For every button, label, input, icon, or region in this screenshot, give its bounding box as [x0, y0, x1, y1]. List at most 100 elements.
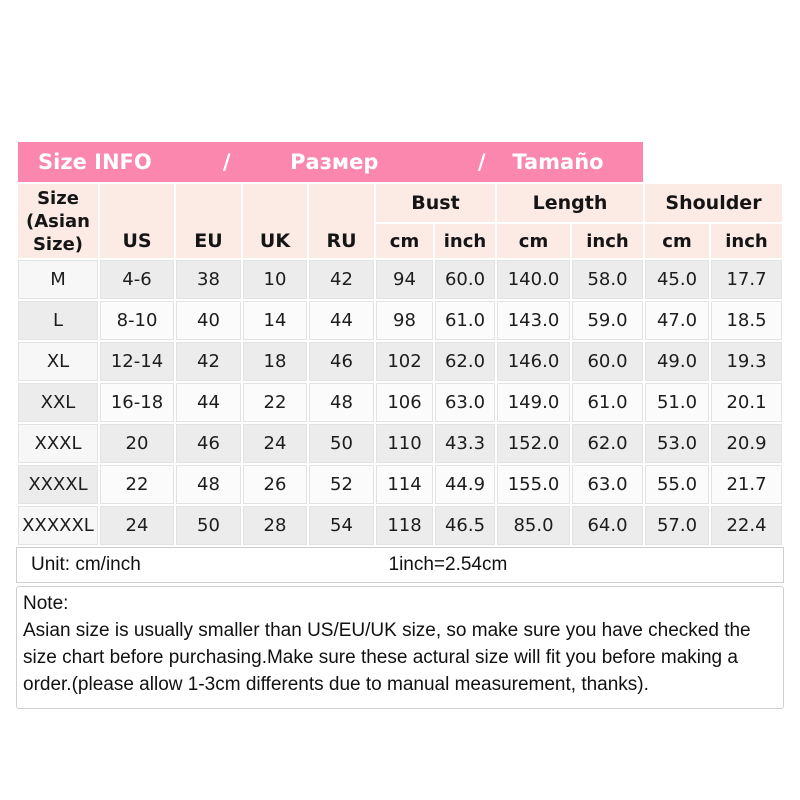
banner-row: Size INFO / Размер / Tamaño	[18, 142, 782, 182]
value-cell: 46	[309, 342, 374, 381]
note-body: Asian size is usually smaller than US/EU…	[23, 620, 751, 695]
col-header-us: US	[100, 184, 174, 258]
value-cell: 114	[376, 465, 433, 504]
value-cell: 48	[176, 465, 241, 504]
value-cell: 61.0	[572, 383, 643, 422]
value-cell: 40	[176, 301, 241, 340]
value-cell: 44	[176, 383, 241, 422]
value-cell: 50	[176, 506, 241, 545]
unit-label: Unit: cm/inch	[31, 554, 141, 575]
value-cell: 4-6	[100, 260, 174, 299]
col-group-shoulder: Shoulder	[645, 184, 782, 222]
value-cell: 10	[243, 260, 307, 299]
value-cell: 44	[309, 301, 374, 340]
value-cell: 26	[243, 465, 307, 504]
value-cell: 24	[100, 506, 174, 545]
value-cell: 110	[376, 424, 433, 463]
value-cell: 57.0	[645, 506, 709, 545]
size-cell: XL	[18, 342, 98, 381]
table-row: XL 12-14 42 18 46 102 62.0 146.0 60.0 49…	[18, 342, 782, 381]
value-cell: 49.0	[645, 342, 709, 381]
value-cell: 60.0	[435, 260, 495, 299]
value-cell: 46	[176, 424, 241, 463]
size-cell: XXXL	[18, 424, 98, 463]
value-cell: 94	[376, 260, 433, 299]
banner-separator: /	[477, 150, 486, 174]
value-cell: 54	[309, 506, 374, 545]
note-box: Note: Asian size is usually smaller than…	[16, 586, 784, 709]
size-cell: XXXXL	[18, 465, 98, 504]
value-cell: 14	[243, 301, 307, 340]
value-cell: 53.0	[645, 424, 709, 463]
header-unit-row: cm inch cm inch cm inch	[18, 224, 782, 258]
value-cell: 85.0	[497, 506, 570, 545]
value-cell: 51.0	[645, 383, 709, 422]
table-row: L 8-10 40 14 44 98 61.0 143.0 59.0 47.0 …	[18, 301, 782, 340]
table-row: XXL 16-18 44 22 48 106 63.0 149.0 61.0 5…	[18, 383, 782, 422]
unit-bar: Unit: cm/inch 1inch=2.54cm	[16, 547, 784, 583]
value-cell: 152.0	[497, 424, 570, 463]
value-cell: 118	[376, 506, 433, 545]
table-row: XXXL 20 46 24 50 110 43.3 152.0 62.0 53.…	[18, 424, 782, 463]
value-cell: 63.0	[572, 465, 643, 504]
value-cell: 38	[176, 260, 241, 299]
value-cell: 61.0	[435, 301, 495, 340]
col-group-bust: Bust	[376, 184, 495, 222]
value-cell: 43.3	[435, 424, 495, 463]
value-cell: 60.0	[572, 342, 643, 381]
col-header-eu: EU	[176, 184, 241, 258]
col-group-length: Length	[497, 184, 643, 222]
col-header-uk: UK	[243, 184, 307, 258]
value-cell: 44.9	[435, 465, 495, 504]
value-cell: 18.5	[711, 301, 782, 340]
banner-title-ru: Размер	[290, 150, 379, 174]
value-cell: 58.0	[572, 260, 643, 299]
value-cell: 47.0	[645, 301, 709, 340]
value-cell: 28	[243, 506, 307, 545]
col-header-shoulder-inch: inch	[711, 224, 782, 258]
col-header-ru: RU	[309, 184, 374, 258]
value-cell: 102	[376, 342, 433, 381]
value-cell: 48	[309, 383, 374, 422]
value-cell: 149.0	[497, 383, 570, 422]
size-cell: L	[18, 301, 98, 340]
value-cell: 59.0	[572, 301, 643, 340]
banner-title-en: Size INFO	[38, 150, 152, 174]
value-cell: 24	[243, 424, 307, 463]
value-cell: 21.7	[711, 465, 782, 504]
value-cell: 64.0	[572, 506, 643, 545]
value-cell: 63.0	[435, 383, 495, 422]
value-cell: 50	[309, 424, 374, 463]
value-cell: 62.0	[435, 342, 495, 381]
value-cell: 106	[376, 383, 433, 422]
value-cell: 42	[309, 260, 374, 299]
value-cell: 140.0	[497, 260, 570, 299]
conversion-note: 1inch=2.54cm	[388, 554, 508, 575]
size-table: Size INFO / Размер / Tamaño Size (Asian …	[16, 140, 784, 547]
value-cell: 8-10	[100, 301, 174, 340]
value-cell: 46.5	[435, 506, 495, 545]
table-row: XXXXXL 24 50 28 54 118 46.5 85.0 64.0 57…	[18, 506, 782, 545]
value-cell: 20.1	[711, 383, 782, 422]
value-cell: 155.0	[497, 465, 570, 504]
banner: Size INFO / Размер / Tamaño	[18, 142, 643, 182]
banner-spacer	[645, 142, 782, 182]
col-header-bust-inch: inch	[435, 224, 495, 258]
size-cell: XXL	[18, 383, 98, 422]
value-cell: 22	[100, 465, 174, 504]
header-group-row: Size (Asian Size) US EU UK RU Bust Lengt…	[18, 184, 782, 258]
value-cell: 146.0	[497, 342, 570, 381]
size-cell: XXXXXL	[18, 506, 98, 545]
size-cell: M	[18, 260, 98, 299]
value-cell: 12-14	[100, 342, 174, 381]
value-cell: 19.3	[711, 342, 782, 381]
banner-separator: /	[222, 150, 231, 174]
col-header-length-cm: cm	[497, 224, 570, 258]
col-header-bust-cm: cm	[376, 224, 433, 258]
value-cell: 22	[243, 383, 307, 422]
value-cell: 18	[243, 342, 307, 381]
col-header-size: Size (Asian Size)	[18, 184, 98, 258]
value-cell: 62.0	[572, 424, 643, 463]
note-title: Note:	[23, 593, 69, 614]
